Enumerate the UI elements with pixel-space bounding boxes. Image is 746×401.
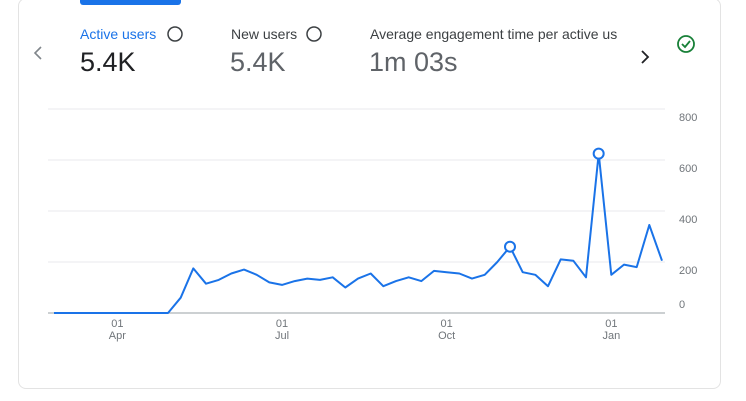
card (18, 0, 721, 389)
status-check (681, 40, 691, 49)
help-icon[interactable] (306, 26, 322, 42)
prev-arrow[interactable] (33, 46, 42, 60)
point-marker (592, 147, 605, 160)
x-tick-label: 01 Jul (274, 318, 290, 342)
tab-label[interactable]: New users (231, 26, 298, 42)
help-icon[interactable] (167, 26, 183, 42)
x-tick-label: 01 Oct (438, 318, 456, 342)
tab-value: 5.4K (230, 47, 286, 77)
tab-label[interactable]: Active users (80, 26, 157, 42)
y-tick-label: 200 (679, 265, 697, 277)
x-tick-label: 01 Jan (602, 318, 621, 342)
status-icon (677, 35, 695, 53)
y-tick-label: 800 (679, 112, 697, 124)
active-tab-indicator (80, 0, 181, 5)
y-tick-label: 400 (679, 214, 697, 226)
y-tick-label: 0 (679, 299, 685, 311)
tab-label[interactable]: Average engagement time per active us (370, 26, 618, 42)
x-tick-label: 01 Apr (108, 318, 126, 342)
next-arrow[interactable] (641, 50, 650, 64)
y-tick-label: 600 (679, 163, 697, 175)
line (54, 152, 663, 314)
tab-value: 1m 03s (369, 47, 458, 77)
point-marker (504, 240, 516, 253)
tab-value: 5.4K (80, 47, 136, 77)
